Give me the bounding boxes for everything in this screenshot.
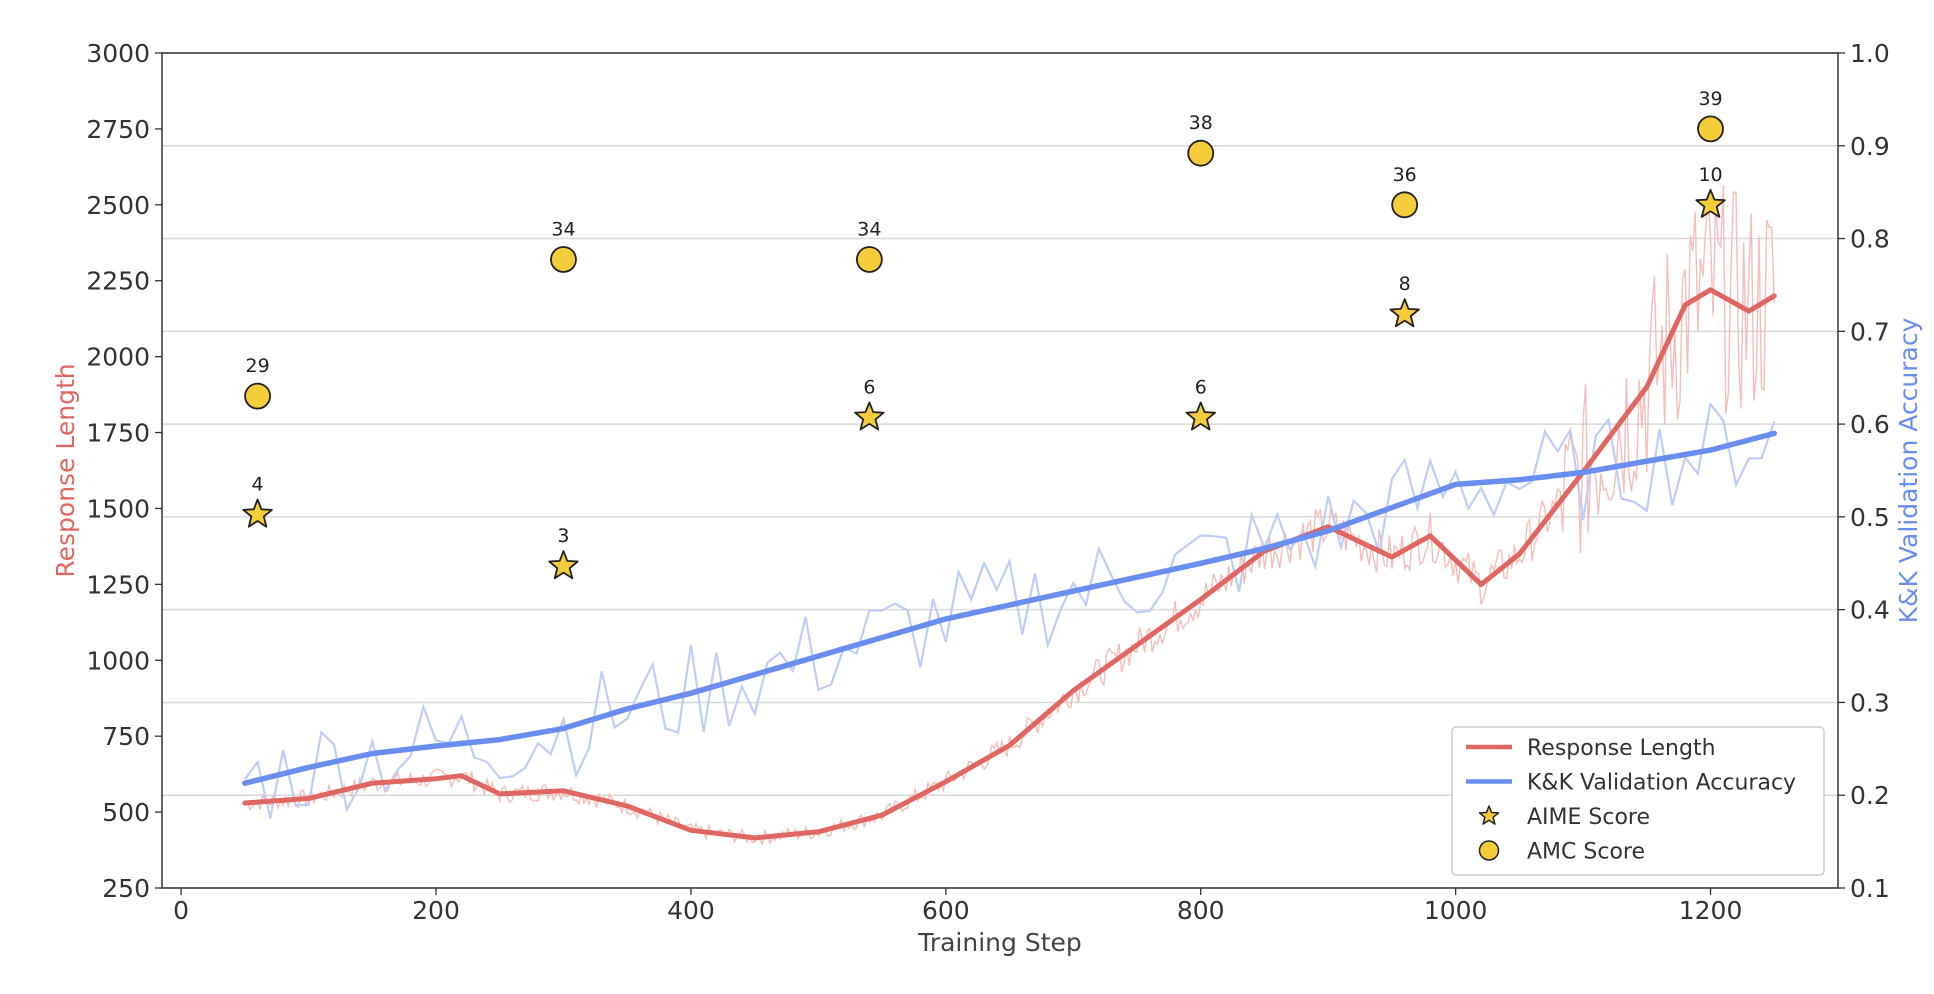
legend-label: K&K Validation Accuracy [1527,771,1796,796]
amc-score-marker [244,382,271,410]
right-y-tick-label: 0.4 [1850,596,1890,625]
left-y-tick-label: 750 [102,722,150,751]
amc-score-label: 36 [1393,164,1417,186]
kk-validation-accuracy-line [242,430,1778,786]
left-y-tick-label: 2500 [86,191,150,220]
left-y-tick-label: 1250 [86,570,150,599]
legend-swatch-circle [1478,840,1500,861]
right-y-tick-label: 0.9 [1850,132,1890,161]
aime-score-label: 3 [557,525,569,547]
right-y-tick-label: 0.5 [1850,503,1890,532]
amc-score-marker [855,246,883,273]
x-tick-label: 0 [173,896,189,925]
right-y-tick-label: 0.3 [1850,688,1890,717]
smoothed-series-layer [242,287,1778,841]
aime-score-marker [242,498,273,528]
aime-score-label: 4 [252,474,264,496]
x-tick-label: 1200 [1679,896,1743,925]
aime-score-marker [1389,298,1420,328]
legend-box [1451,726,1825,876]
left-y-tick-label: 250 [102,874,150,903]
amc-score-marker [1391,191,1419,219]
left-y-tick-label: 1500 [86,494,150,523]
amc-score-label: 34 [551,218,575,240]
left-y-tick-label: 2750 [86,115,150,144]
x-tick-label: 1000 [1424,896,1488,925]
x-tick-label: 600 [922,896,970,925]
aime-score-label: 6 [1195,376,1207,398]
left-y-tick-label: 1000 [86,646,150,675]
amc-score-marker [1187,139,1215,167]
amc-score-marker [550,246,577,273]
aime-score-marker [854,401,885,431]
x-tick-label: 400 [667,896,715,925]
right-y-tick-label: 0.2 [1850,781,1890,810]
x-tick-label: 200 [412,896,460,925]
legend-label: AIME Score [1527,805,1650,830]
aime-score-marker [548,550,579,580]
aime-score-label: 6 [863,376,875,398]
kk-validation-accuracy-raw-line [243,401,1776,819]
aime-score-label: 10 [1698,164,1722,186]
amc-score-marker [1697,115,1724,143]
right-axis-title: K&K Validation Accuracy [1894,317,1923,623]
legend-label: AMC Score [1527,840,1645,865]
x-axis-title: Training Step [917,928,1082,957]
right-y-tick-label: 0.8 [1850,225,1890,254]
aime-score-marker [1185,401,1216,431]
legend-label: Response Length [1527,736,1716,761]
legend-swatch-star [1478,805,1500,825]
left-axis-title: Response Length [51,363,80,577]
amc-score-label: 29 [245,355,269,377]
left-y-tick-label: 2250 [86,267,150,296]
aime-score-label: 8 [1399,273,1411,295]
legend: Response Length K&K Validation Accuracy AI… [1451,726,1825,876]
axis-layer: 0 200 400 600 800 1000 1200 250 500 750 1000 1250 15… [86,39,1889,925]
right-y-tick-label: 0.6 [1850,410,1890,439]
left-y-tick-label: 500 [102,798,150,827]
left-y-tick-label: 2000 [86,343,150,372]
aime-score-marker [1695,188,1726,218]
amc-score-label: 34 [857,218,881,240]
left-y-tick-label: 1750 [86,419,150,448]
raw-series-layer [243,185,1776,846]
left-y-tick-label: 3000 [86,39,150,68]
response-length-raw-line [244,185,1775,846]
right-y-tick-label: 1.0 [1850,39,1890,68]
right-y-tick-label: 0.7 [1850,317,1890,346]
amc-score-label: 38 [1189,112,1213,134]
x-tick-label: 800 [1177,896,1225,925]
response-length-line [242,287,1777,841]
plot-frame [161,52,1839,889]
amc-score-label: 39 [1698,88,1722,110]
right-y-tick-label: 0.1 [1850,874,1890,903]
